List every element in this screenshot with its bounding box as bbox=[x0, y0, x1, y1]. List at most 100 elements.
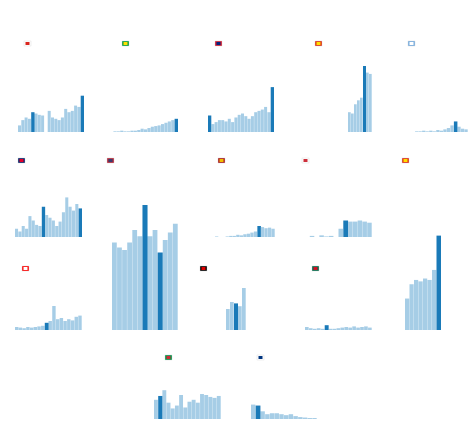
bar bbox=[305, 327, 309, 330]
bar bbox=[18, 231, 22, 237]
bar bbox=[415, 131, 419, 132]
bar bbox=[369, 73, 372, 132]
bar bbox=[28, 216, 32, 237]
bar bbox=[231, 122, 235, 132]
bar bbox=[432, 269, 437, 330]
bar bbox=[51, 117, 54, 132]
bar-highlight bbox=[255, 405, 261, 419]
bar bbox=[215, 236, 219, 237]
bar bbox=[137, 236, 143, 330]
bar bbox=[154, 399, 158, 419]
bar-highlight bbox=[41, 206, 46, 237]
germany-flag-icon bbox=[199, 265, 208, 272]
bar bbox=[41, 325, 45, 330]
bar bbox=[307, 418, 312, 419]
bar bbox=[187, 401, 192, 419]
bar bbox=[65, 197, 69, 237]
flag-mark bbox=[25, 42, 30, 45]
bar bbox=[33, 327, 38, 330]
bar-highlight bbox=[80, 95, 84, 132]
spain-flag-icon bbox=[217, 157, 226, 164]
bar bbox=[29, 327, 34, 330]
panel-brazil-1 bbox=[113, 40, 178, 132]
bar bbox=[309, 235, 315, 237]
flag-mark bbox=[201, 267, 206, 270]
australia-flag-icon bbox=[17, 157, 26, 164]
flag-mark bbox=[219, 159, 224, 162]
argentina-flag-icon bbox=[407, 40, 416, 47]
bar bbox=[48, 321, 52, 330]
bar bbox=[61, 212, 65, 237]
bar bbox=[161, 124, 165, 132]
bar bbox=[137, 130, 141, 132]
bar bbox=[298, 417, 303, 419]
panel-china-9 bbox=[401, 157, 410, 164]
bar-highlight bbox=[436, 235, 441, 330]
bar bbox=[74, 105, 78, 132]
bar bbox=[127, 242, 133, 330]
bar bbox=[112, 242, 117, 330]
bar bbox=[234, 117, 238, 132]
bar bbox=[409, 284, 414, 330]
panel-spain-7 bbox=[215, 157, 275, 237]
bar bbox=[75, 204, 79, 237]
bar bbox=[344, 327, 349, 330]
bar bbox=[312, 418, 317, 419]
bar bbox=[264, 228, 268, 237]
bar bbox=[439, 130, 443, 132]
bar bbox=[221, 120, 225, 132]
bar bbox=[267, 112, 271, 132]
bar bbox=[244, 116, 248, 132]
bar bbox=[260, 411, 265, 419]
bar bbox=[64, 108, 68, 132]
bar bbox=[457, 126, 461, 132]
flag-mark bbox=[23, 267, 28, 270]
bar-highlight bbox=[157, 252, 163, 330]
bar bbox=[362, 221, 367, 237]
bar bbox=[274, 413, 279, 419]
bar bbox=[357, 100, 360, 132]
flag-mark bbox=[216, 42, 221, 45]
panel-usa-6 bbox=[106, 157, 178, 330]
bar bbox=[264, 106, 268, 132]
bar bbox=[414, 279, 419, 330]
bar bbox=[316, 328, 321, 330]
bar bbox=[464, 129, 468, 132]
uk-flag-icon bbox=[214, 40, 223, 47]
bar bbox=[260, 109, 264, 132]
bar bbox=[241, 113, 244, 132]
bar bbox=[260, 227, 265, 237]
bar bbox=[230, 302, 234, 330]
bar bbox=[348, 112, 351, 132]
bar bbox=[429, 130, 433, 132]
bar bbox=[257, 110, 261, 132]
bar bbox=[38, 226, 42, 237]
panel-canada-10 bbox=[15, 265, 82, 330]
bar-highlight bbox=[44, 322, 49, 330]
bar bbox=[60, 117, 64, 132]
bar bbox=[308, 328, 313, 330]
flag-mark bbox=[403, 159, 408, 162]
bar bbox=[367, 222, 372, 237]
bar bbox=[71, 210, 75, 237]
flag-mark bbox=[313, 267, 318, 270]
bar bbox=[172, 223, 178, 330]
vietnam-flag-icon bbox=[23, 40, 32, 47]
bar bbox=[162, 390, 167, 419]
bar bbox=[52, 306, 56, 330]
bar bbox=[130, 130, 134, 132]
panel-china-3 bbox=[314, 40, 372, 132]
bar bbox=[15, 228, 19, 237]
bar-highlight bbox=[158, 395, 163, 419]
bar bbox=[57, 120, 61, 132]
bar bbox=[332, 328, 337, 330]
bar bbox=[302, 417, 308, 419]
bar bbox=[247, 118, 251, 132]
bar-highlight bbox=[142, 205, 148, 330]
bar bbox=[237, 114, 241, 132]
china-flag-icon bbox=[314, 40, 323, 47]
bar-highlight bbox=[257, 226, 261, 237]
bar bbox=[35, 224, 39, 237]
bar bbox=[229, 235, 233, 237]
bar bbox=[436, 130, 440, 132]
